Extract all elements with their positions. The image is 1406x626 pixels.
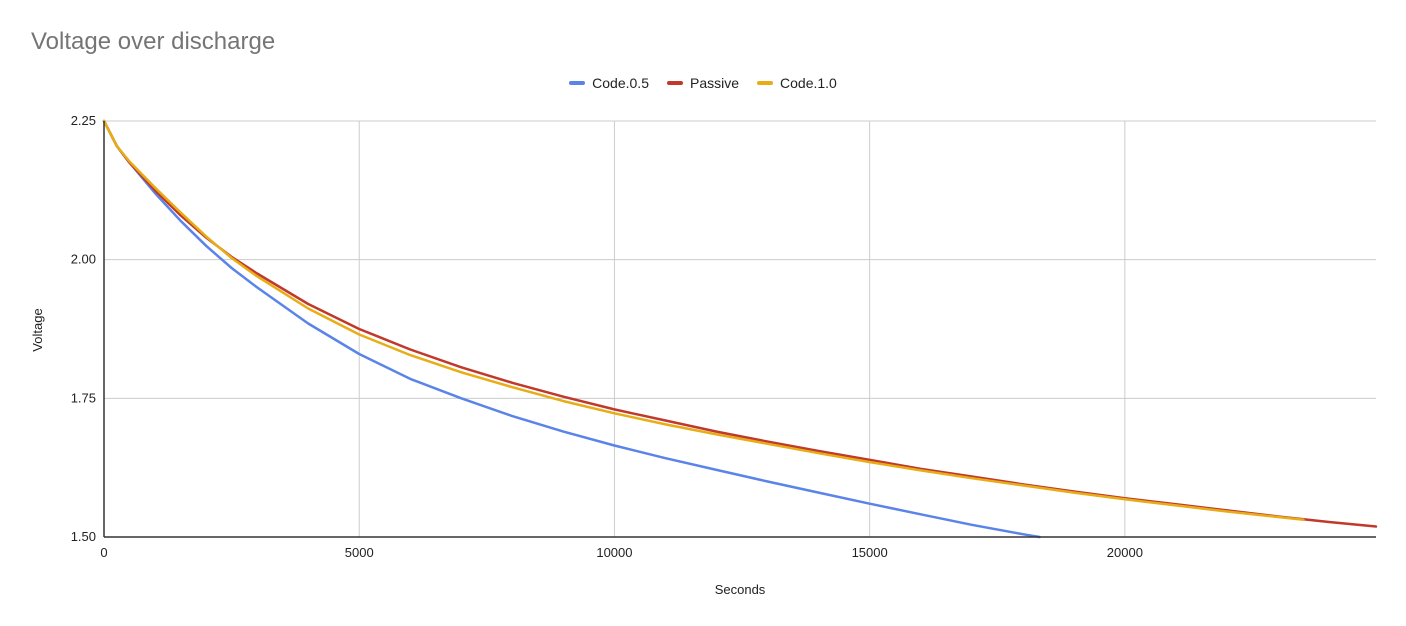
x-tick-label: 0: [100, 545, 107, 560]
legend-label-passive: Passive: [689, 75, 740, 91]
legend: Code.0.5 Passive Code.1.0: [0, 75, 1406, 91]
legend-label-code-0-5: Code.0.5: [592, 75, 649, 91]
series-lines: [102, 119, 1378, 539]
y-tick-label: 1.50: [71, 529, 96, 544]
series-line-code-1-0[interactable]: [102, 119, 1305, 522]
y-tick-label: 2.25: [71, 113, 96, 128]
legend-swatch-code-0-5: [569, 81, 586, 85]
tick-labels: 1.50 1.75 2.00 2.25 0 5000 10000 15000 20000: [71, 113, 1143, 560]
y-tick-label: 1.75: [71, 390, 96, 405]
series-line-passive[interactable]: [102, 119, 1378, 528]
x-tick-label: 10000: [596, 545, 632, 560]
legend-swatch-code-1-0: [757, 81, 774, 85]
legend-item-passive[interactable]: Passive: [666, 75, 740, 91]
y-tick-label: 2.00: [71, 252, 96, 267]
series-line-code-0-5[interactable]: [102, 119, 1041, 539]
x-tick-label: 15000: [852, 545, 888, 560]
legend-item-code-1-0[interactable]: Code.1.0: [757, 75, 837, 91]
x-tick-label: 5000: [345, 545, 374, 560]
legend-swatch-passive: [666, 81, 683, 85]
x-axis-label: Seconds: [715, 582, 766, 597]
legend-item-code-0-5[interactable]: Code.0.5: [569, 75, 649, 91]
chart-title: Voltage over discharge: [31, 28, 276, 55]
y-axis-label: Voltage: [30, 308, 45, 351]
axes: [103, 121, 1376, 538]
legend-label-code-1-0: Code.1.0: [780, 75, 837, 91]
x-tick-label: 20000: [1107, 545, 1143, 560]
